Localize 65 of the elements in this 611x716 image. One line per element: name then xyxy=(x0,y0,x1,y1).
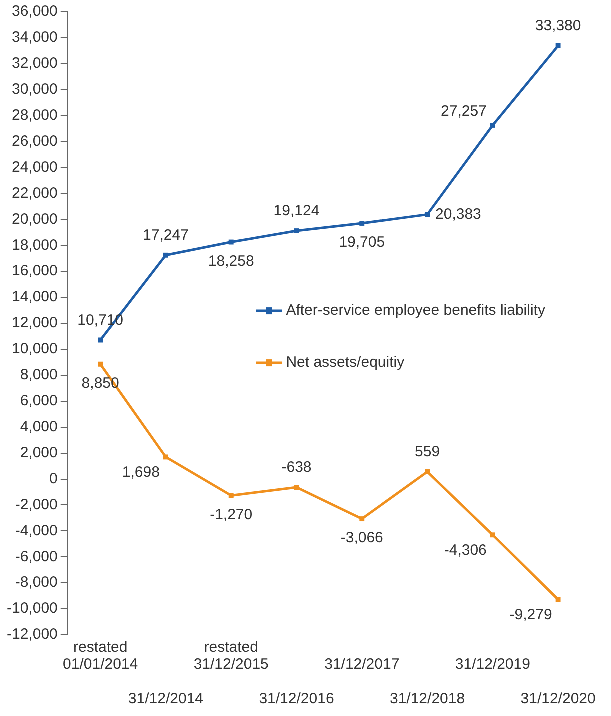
y-tick-label: -12,000 xyxy=(7,626,58,644)
y-tick-label: 10,000 xyxy=(12,340,58,358)
y-tick-label: 32,000 xyxy=(12,55,58,72)
data-label: 1,698 xyxy=(122,464,160,481)
point xyxy=(556,44,561,48)
y-tick-label: 30,000 xyxy=(12,81,58,98)
point xyxy=(163,454,168,460)
point xyxy=(98,362,104,367)
y-tick-label: 20,000 xyxy=(12,210,58,228)
data-label: 19,124 xyxy=(274,202,320,220)
y-tick-label: 8,000 xyxy=(20,366,58,384)
y-tick-label: 26,000 xyxy=(12,132,58,150)
y-tick-label: 24,000 xyxy=(12,158,58,176)
y-tick-label: 34,000 xyxy=(12,29,58,46)
point xyxy=(360,516,365,522)
y-tick-label: -8,000 xyxy=(15,574,58,592)
data-label: -1,270 xyxy=(210,506,253,524)
y-tick-label: -6,000 xyxy=(15,548,58,566)
point xyxy=(425,212,430,218)
y-tick-label: -2,000 xyxy=(15,496,58,514)
data-label: 559 xyxy=(415,444,440,461)
point xyxy=(425,470,430,474)
data-label: 18,258 xyxy=(208,252,254,270)
x-tick-label: restated 31/12/2015 xyxy=(194,638,269,674)
data-label: 33,380 xyxy=(535,18,582,35)
y-tick-label: 18,000 xyxy=(12,236,58,254)
y-tick-label: 4,000 xyxy=(20,418,58,436)
y-tick-label: 0 xyxy=(50,470,58,488)
point xyxy=(360,221,365,226)
x-tick-label: 31/12/2019 xyxy=(455,656,530,674)
y-tick-label: 14,000 xyxy=(12,288,58,306)
y-tick-label: 12,000 xyxy=(12,314,58,332)
point xyxy=(556,597,561,602)
x-tick-label: 31/12/2018 xyxy=(390,690,466,708)
y-tick-label: 36,000 xyxy=(12,3,58,20)
legend-label: Net assets/equitiy xyxy=(286,354,406,372)
x-tick-label: 31/12/2014 xyxy=(128,690,204,708)
y-tick-label: 28,000 xyxy=(12,106,58,124)
point xyxy=(294,485,300,490)
point xyxy=(490,123,496,128)
x-tick-label: 31/12/2020 xyxy=(520,690,596,708)
x-tick-label: 31/12/2017 xyxy=(324,656,400,674)
x-tick-label: restated 01/01/2014 xyxy=(63,638,138,674)
data-label: -638 xyxy=(282,459,312,476)
y-tick-label: 16,000 xyxy=(12,262,58,280)
data-label: 27,257 xyxy=(441,103,487,120)
point xyxy=(98,338,104,343)
point xyxy=(294,228,300,234)
x-tick-label: 31/12/2016 xyxy=(259,690,334,708)
point xyxy=(490,532,496,538)
y-tick-label: 2,000 xyxy=(20,444,58,462)
data-label: 20,383 xyxy=(436,206,482,223)
data-label: -4,306 xyxy=(444,542,487,559)
point xyxy=(228,493,234,498)
point xyxy=(228,240,234,245)
legend-label: After-service employee benefits liability xyxy=(286,302,546,320)
y-tick-label: 6,000 xyxy=(20,392,58,410)
y-tick-label: 22,000 xyxy=(12,184,58,202)
data-label: -3,066 xyxy=(340,530,384,547)
y-tick-label: -10,000 xyxy=(7,600,58,618)
data-label: 17,247 xyxy=(143,227,189,244)
y-tick-label: -4,000 xyxy=(15,522,58,540)
data-label: -9,279 xyxy=(510,606,552,624)
point xyxy=(163,252,168,258)
data-label: 19,705 xyxy=(339,234,386,252)
